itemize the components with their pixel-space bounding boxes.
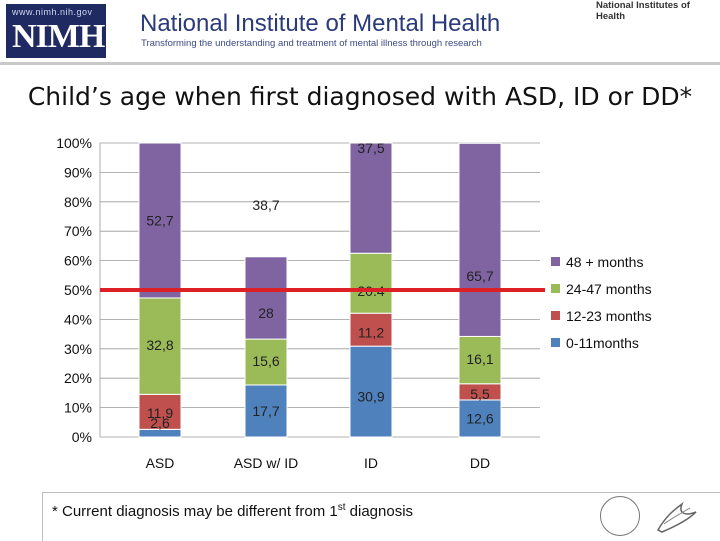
data-label: 17,7 bbox=[252, 403, 279, 419]
y-tick-label: 100% bbox=[56, 135, 92, 151]
bar-segment bbox=[138, 142, 182, 299]
y-tick-label: 10% bbox=[64, 400, 92, 416]
chart-title: Child’s age when first diagnosed with AS… bbox=[27, 82, 693, 111]
legend-swatch bbox=[551, 284, 560, 293]
data-label: 30,9 bbox=[357, 389, 384, 405]
nimh-logo: NIMH bbox=[12, 18, 105, 55]
data-label: 65,7 bbox=[466, 268, 493, 284]
y-tick-label: 70% bbox=[64, 223, 92, 239]
data-label: 32,8 bbox=[146, 337, 173, 353]
bar-segment bbox=[138, 297, 182, 395]
bar-segment bbox=[458, 335, 502, 385]
bar-segment bbox=[244, 338, 288, 386]
y-tick-label: 80% bbox=[64, 194, 92, 210]
nih-badge: National Institutes of Health bbox=[596, 0, 690, 22]
footnote-superscript: st bbox=[337, 502, 346, 513]
data-label: 28 bbox=[258, 305, 274, 321]
bar-segment bbox=[138, 393, 182, 430]
data-label: 12,6 bbox=[466, 410, 493, 426]
data-label: 2,6 bbox=[150, 415, 170, 431]
nimh-logo-block[interactable]: www.nimh.nih.gov NIMH bbox=[6, 4, 106, 58]
institute-tagline: Transforming the understanding and treat… bbox=[141, 38, 482, 49]
bar-segment bbox=[244, 384, 288, 438]
x-tick-label: ASD bbox=[146, 455, 175, 471]
institute-name: National Institute of Mental Health bbox=[140, 10, 501, 37]
site-url[interactable]: www.nimh.nih.gov bbox=[12, 7, 93, 17]
legend-swatch bbox=[551, 338, 560, 347]
data-label: 16,1 bbox=[466, 351, 493, 367]
y-tick-label: 50% bbox=[64, 282, 92, 298]
y-tick-label: 60% bbox=[64, 253, 92, 269]
data-label: 52,7 bbox=[146, 212, 173, 228]
footnote-tail: diagnosis bbox=[345, 503, 414, 520]
bar-segment bbox=[349, 345, 393, 438]
x-tick-label: DD bbox=[470, 455, 490, 471]
data-label: 5,5 bbox=[470, 386, 490, 402]
x-tick-label: ID bbox=[364, 455, 378, 471]
x-tick-label: ASD w/ ID bbox=[234, 455, 299, 471]
legend-label: 12-23 months bbox=[566, 308, 652, 324]
bar-segment bbox=[244, 256, 288, 340]
footnote-text: * Current diagnosis may be different fro… bbox=[52, 503, 338, 520]
y-tick-label: 30% bbox=[64, 341, 92, 357]
data-label: 15,6 bbox=[252, 353, 279, 369]
legend-swatch bbox=[551, 311, 560, 320]
bar-segment bbox=[349, 142, 393, 254]
bar-segment bbox=[458, 142, 502, 337]
y-tick-label: 90% bbox=[64, 164, 92, 180]
site-header: www.nimh.nih.gov NIMH National Institute… bbox=[0, 0, 720, 60]
data-label: 11,2 bbox=[358, 325, 384, 341]
data-label: 37,5 bbox=[357, 140, 384, 156]
legend-swatch bbox=[551, 257, 560, 266]
hhs-seal-icon bbox=[600, 496, 640, 536]
header-divider bbox=[0, 62, 720, 65]
hhs-eagle-icon bbox=[656, 501, 697, 533]
bar-segment bbox=[458, 399, 502, 438]
y-tick-label: 0% bbox=[72, 429, 92, 445]
y-tick-label: 40% bbox=[64, 311, 92, 327]
legend-label: 0-11months bbox=[566, 335, 639, 351]
y-tick-label: 20% bbox=[64, 370, 92, 386]
footnote-frame bbox=[42, 492, 720, 541]
data-label: 11,9 bbox=[147, 405, 173, 421]
footnote: * Current diagnosis may be different fro… bbox=[52, 502, 413, 520]
bar-segment bbox=[349, 252, 393, 314]
legend-label: 24-47 months bbox=[566, 281, 652, 297]
legend-label: 48 + months bbox=[566, 254, 643, 270]
data-label: 38,7 bbox=[252, 197, 279, 213]
